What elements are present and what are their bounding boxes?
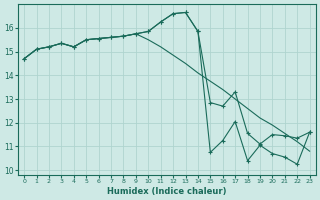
X-axis label: Humidex (Indice chaleur): Humidex (Indice chaleur): [107, 187, 227, 196]
